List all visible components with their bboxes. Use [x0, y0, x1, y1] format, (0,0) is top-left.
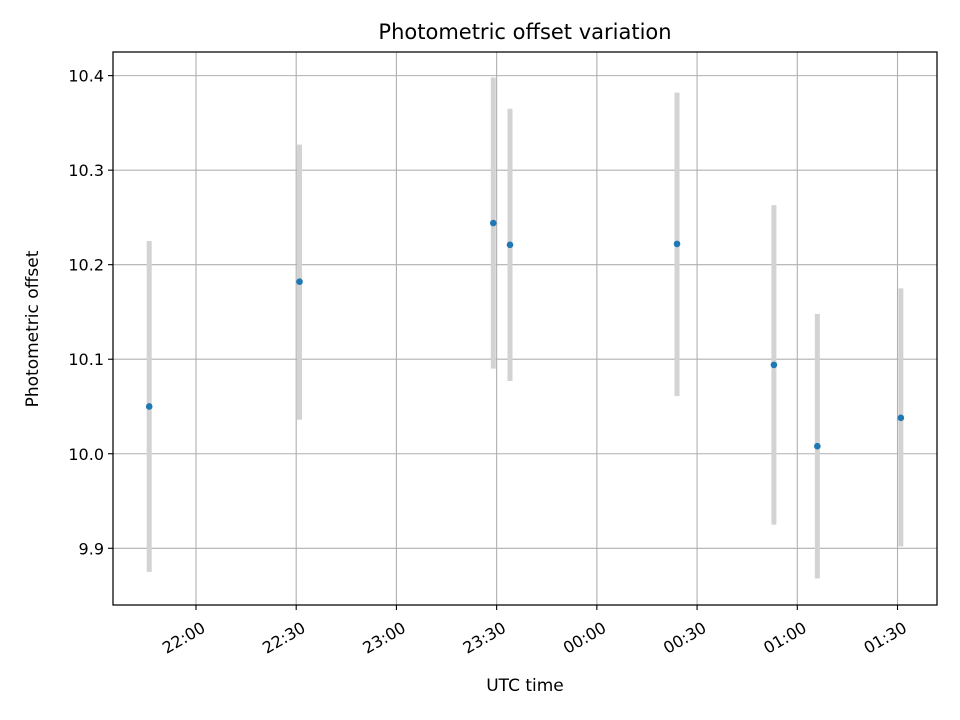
- data-point: [897, 414, 905, 422]
- data-point: [506, 241, 514, 249]
- y-tick-label: 9.9: [79, 539, 104, 558]
- data-point: [814, 442, 821, 450]
- y-tick-label: 10.0: [68, 445, 104, 464]
- data-point: [673, 240, 681, 248]
- y-tick-label: 10.1: [68, 350, 104, 369]
- data-point: [489, 219, 497, 227]
- chart-title: Photometric offset variation: [378, 20, 671, 44]
- data-point: [770, 361, 778, 369]
- y-tick-label: 10.3: [68, 161, 104, 180]
- y-axis-label: Photometric offset: [23, 250, 43, 407]
- data-points: [145, 219, 905, 450]
- plot-frame: [112, 51, 938, 606]
- y-tick-label: 10.4: [68, 67, 104, 86]
- data-point: [296, 278, 303, 286]
- x-axis-label: UTC time: [486, 676, 564, 696]
- y-tick-label: 10.2: [68, 256, 104, 275]
- data-point: [145, 403, 153, 410]
- grid: [113, 52, 937, 605]
